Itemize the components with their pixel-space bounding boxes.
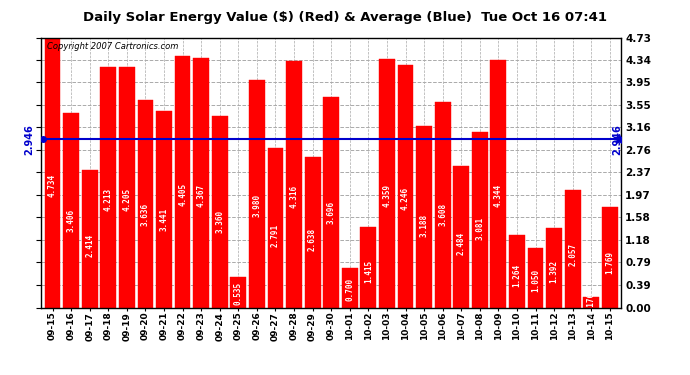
Bar [286, 61, 302, 308]
Bar [583, 297, 599, 307]
Text: 3.980: 3.980 [253, 194, 262, 217]
Text: 4.316: 4.316 [290, 185, 299, 208]
Text: 4.359: 4.359 [382, 184, 391, 207]
Bar [119, 68, 135, 308]
Text: 4.405: 4.405 [178, 183, 187, 206]
Text: 1.392: 1.392 [550, 260, 559, 283]
Bar [82, 170, 97, 308]
Bar [45, 37, 61, 308]
Text: 3.696: 3.696 [326, 201, 336, 224]
Bar [137, 100, 153, 308]
Text: 2.638: 2.638 [308, 228, 317, 251]
Text: 4.734: 4.734 [48, 174, 57, 198]
Text: 4.213: 4.213 [104, 188, 112, 211]
Bar [565, 190, 580, 308]
Bar [546, 228, 562, 308]
Bar [193, 58, 209, 308]
Bar [156, 111, 172, 308]
Bar [379, 58, 395, 308]
Text: 2.946: 2.946 [24, 124, 34, 155]
Bar [230, 277, 246, 308]
Text: 4.367: 4.367 [197, 184, 206, 207]
Text: 3.081: 3.081 [475, 217, 484, 240]
Text: 3.360: 3.360 [215, 210, 224, 233]
Text: 4.205: 4.205 [122, 188, 131, 211]
Text: 3.188: 3.188 [420, 214, 428, 237]
Bar [342, 267, 357, 308]
Bar [453, 166, 469, 308]
Text: 2.946: 2.946 [613, 124, 622, 155]
Text: 3.441: 3.441 [159, 207, 168, 231]
Bar [100, 67, 116, 308]
Text: 1.769: 1.769 [605, 251, 614, 274]
Bar [268, 148, 284, 308]
Text: 1.050: 1.050 [531, 269, 540, 292]
Text: Daily Solar Energy Value ($) (Red) & Average (Blue)  Tue Oct 16 07:41: Daily Solar Energy Value ($) (Red) & Ave… [83, 11, 607, 24]
Text: 0.176: 0.176 [586, 292, 595, 315]
Bar [324, 96, 339, 308]
Text: 2.414: 2.414 [85, 234, 95, 257]
Text: 2.057: 2.057 [568, 243, 578, 266]
Bar [175, 56, 190, 308]
Text: 4.344: 4.344 [494, 184, 503, 207]
Text: 2.484: 2.484 [457, 232, 466, 255]
Text: 1.264: 1.264 [513, 264, 522, 286]
Bar [305, 157, 321, 308]
Text: Copyright 2007 Cartronics.com: Copyright 2007 Cartronics.com [47, 42, 179, 51]
Text: 0.700: 0.700 [345, 278, 354, 301]
Text: 1.415: 1.415 [364, 260, 373, 283]
Bar [212, 116, 228, 308]
Text: 3.406: 3.406 [67, 209, 76, 232]
Bar [435, 102, 451, 308]
Bar [249, 80, 265, 308]
Bar [602, 207, 618, 308]
Text: 3.608: 3.608 [438, 203, 447, 226]
Text: 0.535: 0.535 [234, 282, 243, 305]
Bar [491, 60, 506, 308]
Text: 2.791: 2.791 [271, 224, 280, 248]
Bar [472, 132, 488, 308]
Bar [416, 126, 432, 308]
Bar [397, 65, 413, 308]
Bar [360, 227, 376, 308]
Bar [509, 236, 525, 308]
Text: 4.246: 4.246 [401, 187, 410, 210]
Bar [528, 248, 544, 308]
Bar [63, 113, 79, 308]
Text: 3.636: 3.636 [141, 202, 150, 226]
